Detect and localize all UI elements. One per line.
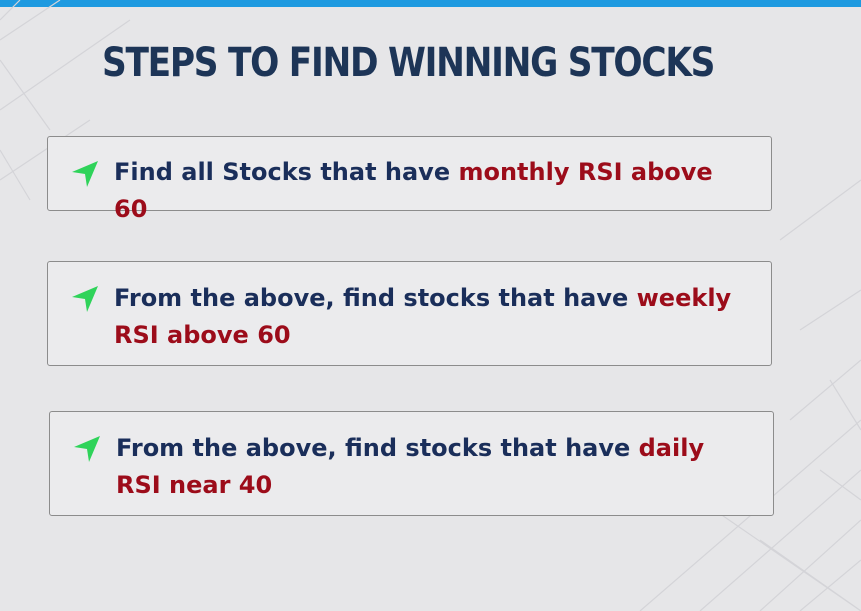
step-3-highlight: daily RSI near 40 — [116, 434, 705, 499]
top-accent-bar — [0, 0, 861, 7]
step-1-highlight: monthly RSI above 60 — [114, 158, 713, 223]
step-3-text: From the above, find stocks that have — [116, 434, 639, 462]
green-arrow-icon — [72, 286, 98, 312]
step-card-3: From the above, find stocks that have da… — [49, 411, 774, 516]
green-arrow-icon — [74, 436, 100, 462]
step-1-text: Find all Stocks that have — [114, 158, 459, 186]
step-card-2: From the above, find stocks that have we… — [47, 261, 772, 366]
page-title: STEPS TO FIND WINNING STOCKS — [102, 40, 715, 86]
step-2-highlight: weekly RSI above 60 — [114, 284, 732, 349]
step-2-text: From the above, find stocks that have — [114, 284, 637, 312]
step-card-1: Find all Stocks that have monthly RSI ab… — [47, 136, 772, 223]
green-arrow-icon — [72, 161, 98, 187]
